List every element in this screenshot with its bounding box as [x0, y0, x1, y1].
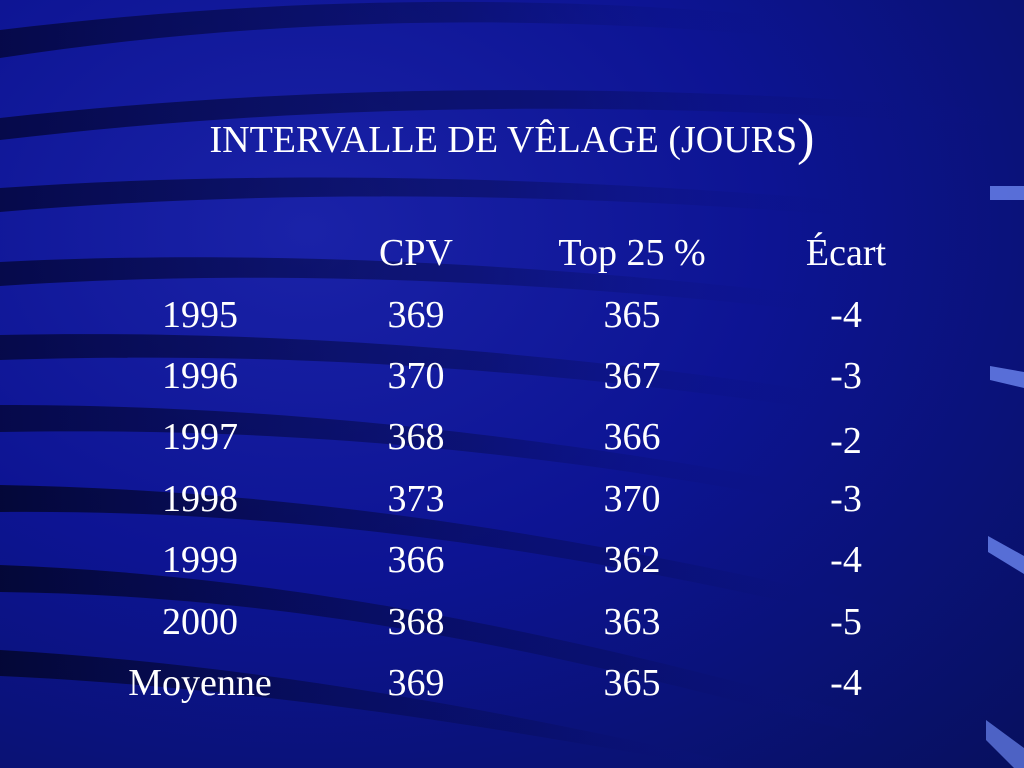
row-label: 1999 — [162, 539, 238, 581]
row-label: 1998 — [162, 478, 238, 520]
ecart-value: -4 — [830, 294, 862, 336]
cpv-value: 368 — [387, 601, 445, 643]
header-cpv: CPV — [379, 232, 453, 274]
cpv-value: 373 — [387, 478, 445, 520]
slide-title-close-paren: ) — [797, 109, 815, 166]
ecart-value: -2 — [830, 420, 862, 462]
ecart-value: -4 — [830, 539, 862, 581]
cpv-value: 366 — [387, 539, 445, 581]
top-25-value: 370 — [603, 478, 661, 520]
top-25-value: 365 — [603, 294, 661, 336]
cpv-value: 369 — [387, 662, 445, 704]
ecart-value: -3 — [830, 355, 862, 397]
row-label: 1995 — [162, 294, 238, 336]
header-ecart: Écart — [805, 232, 887, 274]
row-label: 1997 — [162, 416, 238, 458]
slide-title-main: INTERVALLE DE VÊLAGE (JOURS — [209, 119, 798, 161]
header-top-25: Top 25 % — [558, 232, 706, 274]
slide-title: INTERVALLE DE VÊLAGE (JOURS) — [0, 108, 1024, 170]
top-25-value: 366 — [603, 416, 661, 458]
cpv-value: 368 — [387, 416, 445, 458]
row-label: Moyenne — [128, 662, 272, 704]
top-25-value: 363 — [603, 601, 661, 643]
ecart-value: -5 — [830, 601, 862, 643]
row-label: 2000 — [162, 601, 238, 643]
cpv-value: 369 — [387, 294, 445, 336]
top-25-value: 365 — [603, 662, 661, 704]
cpv-value: 370 — [387, 355, 445, 397]
ecart-value: -3 — [830, 478, 862, 520]
top-25-value: 367 — [603, 355, 661, 397]
row-label: 1996 — [162, 355, 238, 397]
ecart-value: -4 — [830, 662, 862, 704]
top-25-value: 362 — [603, 539, 661, 581]
